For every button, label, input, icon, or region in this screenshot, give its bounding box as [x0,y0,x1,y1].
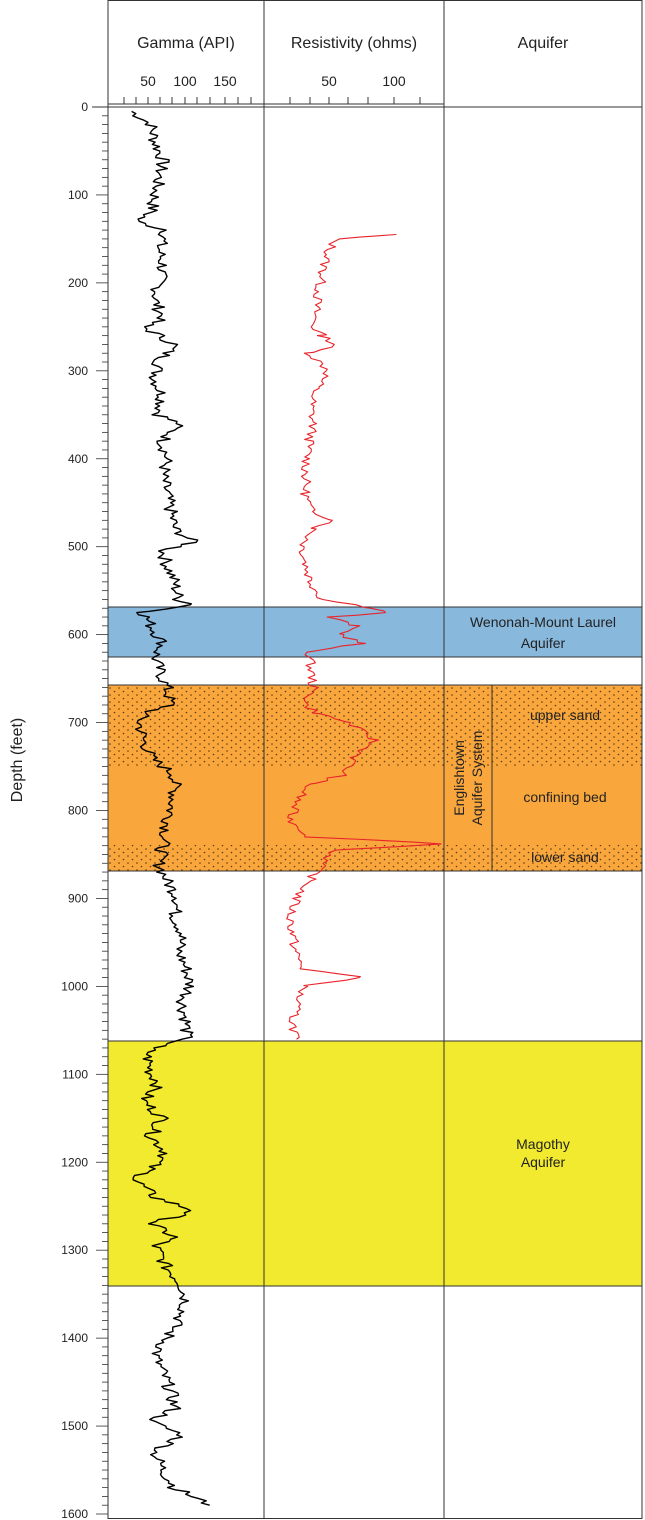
depth-tick-label: 1500 [61,1419,88,1433]
gamma-column-title: Gamma (API) [137,35,235,52]
confining-bed-label: confining bed [523,789,606,805]
resistivity-scale-ticks [264,97,444,105]
depth-tick-label: 1400 [61,1331,88,1345]
magothy-label-line1: Magothy [516,1136,570,1152]
wenonah-band [108,607,642,657]
aquifer-column-title: Aquifer [518,35,569,52]
magothy-band [108,1041,642,1286]
lower-sand-stipple [108,845,642,871]
unit-labels: Wenonah-Mount Laurel Aquifer Englishtown… [451,614,616,1170]
englishtown-label-line1: Englishtown [451,740,467,816]
gamma-tick-labels: 50 100 150 [140,73,237,89]
resistivity-tick-labels: 50 100 [321,73,406,89]
depth-tick-label: 1100 [62,1067,88,1081]
depth-tick-label: 600 [68,628,88,642]
depth-tick-label: 200 [68,276,88,290]
depth-tick-label: 500 [68,540,88,554]
depth-tick-label: 400 [68,452,88,466]
upper-sand-label: upper sand [530,707,600,723]
gamma-tick-label-150: 150 [213,73,237,89]
depth-tick-label: 100 [68,188,88,202]
gamma-curve [131,110,210,1506]
gamma-scale-ticks [123,97,252,104]
res-tick-label-50: 50 [321,73,337,89]
depth-tick-label: 300 [68,364,88,378]
depth-tick-label: 0 [81,100,88,114]
depth-tick-label: 1200 [61,1155,88,1169]
resistivity-curve [286,233,442,1040]
depth-tick-label: 800 [68,804,88,818]
depth-tick-label: 900 [68,891,88,905]
depth-tick-label: 700 [68,716,88,730]
wenonah-label-line2: Aquifer [521,635,566,651]
depth-tick-label: 1000 [61,979,88,993]
res-tick-label-100: 100 [382,73,406,89]
frame [107,0,643,1519]
plot-frame [107,0,643,1519]
englishtown-label-line2: Aquifer System [469,731,485,826]
depth-tick-label: 1600 [61,1507,88,1520]
depth-tick-label: 1300 [61,1243,88,1257]
depth-axis: 0 100 200 300 400 500 600 700 800 900 1000 1100 1200… [61,100,108,1520]
gamma-tick-label-50: 50 [140,73,156,89]
resistivity-column-title: Resistivity (ohms) [291,35,417,52]
magothy-label-line2: Aquifer [521,1154,566,1170]
depth-axis-label: Depth (feet) [9,718,26,802]
lower-sand-label: lower sand [531,849,599,865]
lithology-bands [108,607,642,1286]
wenonah-label-line1: Wenonah-Mount Laurel [470,614,616,630]
gamma-tick-label-100: 100 [173,73,197,89]
upper-sand-stipple [108,685,642,767]
